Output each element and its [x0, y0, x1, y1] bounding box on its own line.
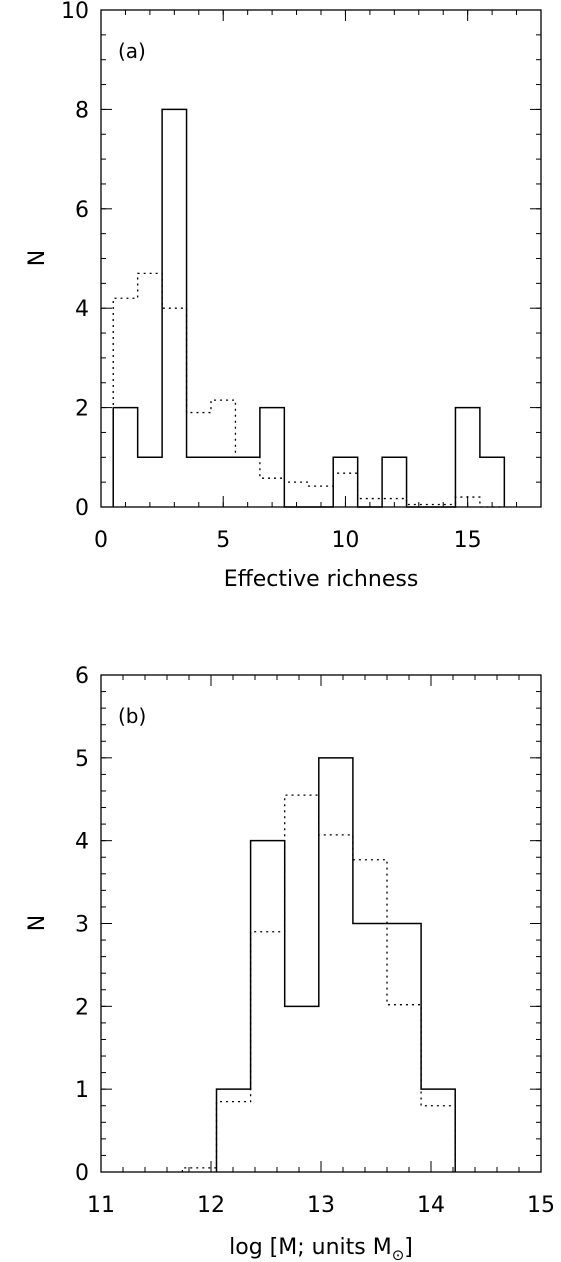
panel-b-x-axis-label: log [M; units M⊙]: [229, 1235, 413, 1262]
dotted-histogram-series: [112, 272, 505, 508]
x-tick-label: 12: [197, 1193, 225, 1218]
y-tick-label: 6: [75, 664, 89, 689]
x-tick-label: 13: [307, 1193, 335, 1218]
x-tick-label: 10: [331, 528, 359, 553]
panel-a: (a) Effective richness N 0 5 10 15 0 2 4 6 8 10: [25, 0, 542, 592]
panel-a-series: [112, 108, 506, 508]
solid-histogram-series: [112, 108, 506, 508]
y-tick-label: 0: [75, 1161, 89, 1186]
y-tick-label: 6: [75, 198, 89, 223]
x-tick-label: 15: [527, 1193, 555, 1218]
panel-b-x-axis-label-sub: ⊙: [392, 1246, 405, 1262]
x-tick-label: 0: [94, 528, 108, 553]
panel-b-label: (b): [118, 704, 146, 728]
y-tick-label: 0: [75, 496, 89, 521]
panel-b: (b) log [M; units M⊙] N 11 12 13 14 15012345…: [25, 664, 555, 1262]
y-tick-label: 1: [75, 1078, 89, 1103]
panel-b-x-axis-label-main: log [M; units M: [229, 1235, 392, 1260]
panel-a-label: (a): [118, 39, 146, 63]
y-tick-label: 4: [75, 297, 89, 322]
solid-histogram-series: [215, 757, 456, 1172]
y-tick-label: 2: [75, 995, 89, 1020]
panel-b-x-axis-label-end: ]: [404, 1235, 413, 1260]
y-tick-label: 4: [75, 830, 89, 855]
y-tick-label: 2: [75, 397, 89, 422]
panel-a-plot-frame: [100, 9, 542, 508]
y-tick-label: 10: [61, 0, 89, 24]
x-tick-label: 5: [216, 528, 230, 553]
panel-b-plot-frame: [100, 674, 542, 1173]
y-tick-label: 8: [75, 98, 89, 123]
x-tick-label: 15: [454, 528, 482, 553]
x-tick-label: 11: [87, 1193, 115, 1218]
panel-b-series: [181, 757, 456, 1172]
y-tick-label: 3: [75, 913, 89, 938]
panel-a-y-axis-label: N: [25, 250, 50, 266]
panel-b-y-axis-label: N: [25, 915, 50, 931]
panel-a-ticks: 0 5 10 15 0 2 4 6 8 10: [61, 0, 542, 553]
y-tick-label: 5: [75, 747, 89, 772]
panel-a-x-axis-label: Effective richness: [224, 567, 419, 592]
x-tick-label: 14: [417, 1193, 445, 1218]
